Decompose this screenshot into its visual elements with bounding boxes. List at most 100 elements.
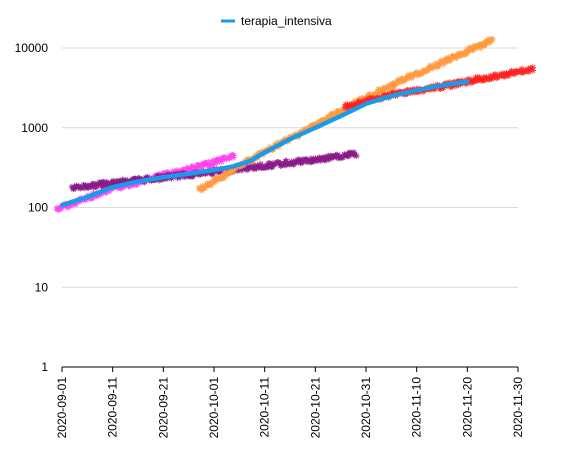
series-1-marker	[95, 192, 102, 199]
x-tick-label: 2020-11-20	[460, 377, 474, 438]
series-4-marker	[518, 65, 526, 73]
series-3-marker	[211, 177, 219, 184]
series-2-marker	[321, 156, 329, 164]
series-3-marker	[486, 39, 494, 46]
x-tick-label: 2020-10-11	[258, 377, 272, 438]
x-tick-label: 2020-10-21	[308, 377, 322, 439]
series-4-marker	[529, 67, 537, 74]
series-3-marker	[447, 56, 454, 64]
series-2-marker	[197, 171, 204, 178]
series-2-marker	[98, 179, 106, 187]
series-3-marker	[404, 72, 412, 79]
series-3-marker	[422, 68, 430, 75]
series-2-marker	[174, 174, 181, 182]
series-3-marker	[340, 106, 347, 114]
series-3-marker	[379, 87, 386, 95]
series-3-marker	[452, 52, 460, 60]
series-3-marker	[382, 86, 390, 94]
series-4-marker	[495, 71, 503, 78]
series-3-marker	[445, 54, 452, 61]
series-3-marker	[429, 62, 437, 70]
series-4-marker	[440, 84, 447, 91]
series-4-marker	[488, 75, 495, 83]
series-3-marker	[266, 143, 273, 151]
series-2-marker	[326, 155, 334, 163]
series-2-marker	[234, 167, 241, 174]
series-4-marker	[514, 68, 522, 76]
y-tick-label: 1000	[21, 121, 48, 135]
series-3-marker	[398, 75, 406, 83]
series-2-marker	[286, 161, 294, 168]
series-4-marker	[452, 82, 460, 89]
series-3-marker	[418, 69, 425, 77]
y-tick-label: 1	[41, 360, 48, 374]
series-2-marker	[155, 177, 163, 184]
series-3-marker	[436, 59, 444, 66]
series-2-marker	[283, 157, 290, 165]
series-2-marker	[289, 160, 297, 167]
series-1-marker	[67, 202, 74, 210]
series-4-marker	[356, 99, 364, 106]
series-1-marker	[89, 194, 96, 202]
series-3-marker	[459, 51, 467, 59]
series-3-marker	[398, 78, 405, 85]
series-2-marker	[316, 155, 324, 162]
series-1-marker	[230, 152, 237, 159]
series-1-marker	[64, 204, 72, 211]
series-3-marker	[275, 139, 282, 146]
x-tick-label: 2020-09-01	[55, 377, 69, 439]
series-1-marker	[215, 156, 223, 163]
series-2-marker	[250, 161, 258, 169]
series-4-marker	[505, 70, 512, 77]
series-4-marker	[474, 77, 481, 84]
series-1-marker	[203, 162, 211, 169]
legend-label: terapia_intensiva	[241, 14, 332, 28]
series-3-marker	[302, 126, 309, 133]
series-1-marker	[226, 154, 233, 162]
series-3-marker	[199, 183, 206, 190]
series-1-marker	[205, 158, 212, 166]
series-4-marker	[509, 70, 517, 77]
x-axis: 2020-09-01 2020-09-11 2020-09-21 2020-10-01…	[55, 366, 525, 439]
series-2-marker	[275, 159, 282, 167]
series-2-marker	[339, 154, 347, 161]
series-4-marker	[436, 85, 443, 92]
x-tick-label: 2020-10-31	[359, 377, 373, 439]
x-tick-label: 2020-09-11	[106, 377, 120, 438]
series-3-marker	[272, 140, 279, 147]
series-2-marker	[257, 160, 265, 168]
series-1-marker	[190, 163, 197, 171]
series-1-marker	[71, 200, 79, 208]
series-1-marker	[214, 159, 221, 166]
series-3-marker	[225, 170, 232, 177]
series-1-marker	[184, 164, 191, 171]
series-4-marker	[489, 74, 497, 82]
x-tick-label: 2020-10-01	[207, 377, 221, 439]
x-tick-label: 2020-11-10	[410, 377, 424, 438]
series-3-marker	[320, 117, 327, 124]
series-2-marker	[246, 163, 253, 170]
series-2-marker	[271, 160, 278, 167]
series-3-marker	[489, 35, 496, 43]
series-1-marker	[119, 184, 127, 191]
series-2-marker	[336, 155, 344, 162]
series-3-marker	[482, 38, 489, 46]
y-axis: 1 10 100 1000 10000	[15, 41, 49, 374]
series-3-marker	[469, 46, 477, 53]
series-2-marker	[201, 170, 209, 178]
series-1-marker	[57, 205, 65, 213]
series-3-marker	[427, 62, 434, 69]
series-3-marker	[336, 108, 344, 115]
series-1-marker	[187, 166, 194, 174]
series-2-marker	[308, 158, 315, 165]
series-group	[53, 35, 537, 214]
series-3-marker	[408, 71, 416, 79]
grid	[62, 47, 518, 288]
series-2-marker	[209, 170, 216, 177]
series-3-marker	[358, 94, 365, 101]
series-2-marker	[353, 152, 360, 160]
series-terapia-intensiva-line	[59, 79, 470, 208]
series-2-marker	[215, 168, 223, 175]
series-3-marker	[315, 118, 323, 126]
